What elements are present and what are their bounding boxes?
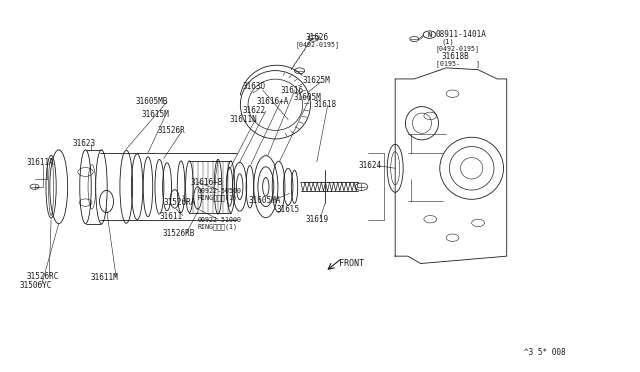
Text: 31605M: 31605M xyxy=(293,93,321,102)
Text: 31624: 31624 xyxy=(358,161,381,170)
Text: 31526R: 31526R xyxy=(157,126,185,135)
Text: 31506YC: 31506YC xyxy=(19,281,52,290)
Text: 31616: 31616 xyxy=(280,86,303,94)
Text: FRONT: FRONT xyxy=(339,259,364,268)
Text: [0195-    ]: [0195- ] xyxy=(436,60,480,67)
Text: 31526RC: 31526RC xyxy=(27,272,60,281)
Text: ^3 5* 008: ^3 5* 008 xyxy=(524,348,566,357)
Text: 31619: 31619 xyxy=(306,215,329,224)
Text: 31623: 31623 xyxy=(73,139,96,148)
Text: 31618: 31618 xyxy=(314,100,337,109)
Text: 31626: 31626 xyxy=(306,33,329,42)
Text: [0492-0195]: [0492-0195] xyxy=(436,45,480,52)
Text: [0492-0195]: [0492-0195] xyxy=(296,42,340,48)
Text: RINGリング(1): RINGリング(1) xyxy=(198,195,237,201)
Text: 3163O: 3163O xyxy=(243,82,266,91)
Text: 31605MB: 31605MB xyxy=(135,97,168,106)
Text: 31526RB: 31526RB xyxy=(163,230,195,238)
Text: 31611: 31611 xyxy=(159,212,182,221)
Text: 31526RA: 31526RA xyxy=(164,198,196,207)
Text: (1): (1) xyxy=(441,39,454,45)
Text: 31625M: 31625M xyxy=(302,76,330,85)
Text: 31605MA: 31605MA xyxy=(248,196,281,205)
Text: 31618B: 31618B xyxy=(441,52,469,61)
Text: 00922-51000: 00922-51000 xyxy=(198,217,242,223)
Text: 31615M: 31615M xyxy=(141,109,170,119)
Text: N: N xyxy=(428,32,432,38)
Text: RINGリング(1): RINGリング(1) xyxy=(198,223,237,230)
Text: 316l5: 316l5 xyxy=(276,205,300,215)
Text: 31616+A: 31616+A xyxy=(256,97,289,106)
Text: 31611N: 31611N xyxy=(230,115,257,124)
Text: 31611M: 31611M xyxy=(91,273,118,282)
Text: 31622: 31622 xyxy=(243,106,266,115)
Text: 00922-50500: 00922-50500 xyxy=(198,188,242,194)
Text: 08911-1401A: 08911-1401A xyxy=(436,30,487,39)
Text: 31611A: 31611A xyxy=(27,157,54,167)
Text: 31616+B: 31616+B xyxy=(191,178,223,187)
